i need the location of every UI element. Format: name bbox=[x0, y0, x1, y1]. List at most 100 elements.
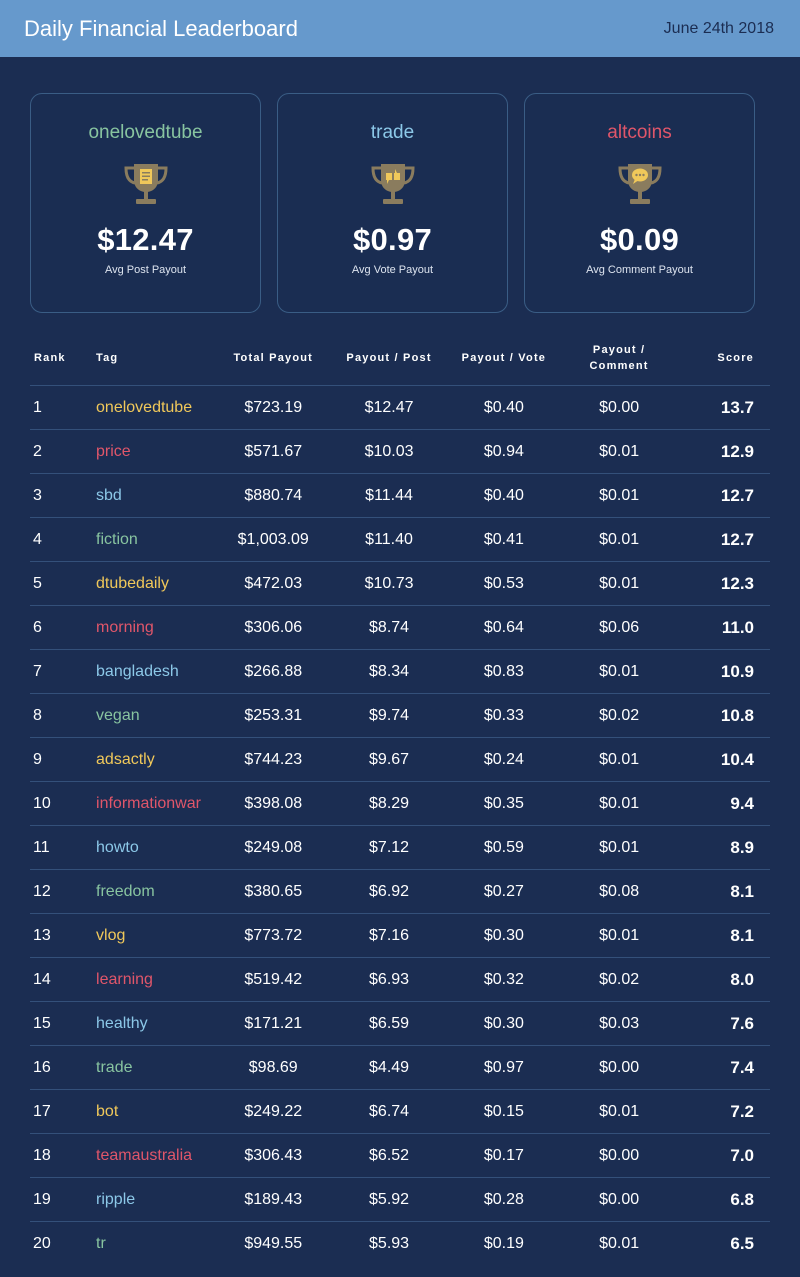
score-cell: 7.6 bbox=[676, 1001, 770, 1046]
rank-cell: 4 bbox=[30, 517, 93, 562]
card-label: Avg Vote Payout bbox=[351, 264, 434, 276]
column-header-payout-per-vote: Payout / Vote bbox=[461, 352, 547, 364]
trophy-thumbs-icon bbox=[370, 164, 415, 204]
table-row: 13 vlog $773.72 $7.16 $0.30 $0.01 8.1 bbox=[30, 913, 770, 958]
payout-per-vote-cell: $0.30 bbox=[446, 913, 562, 958]
total-payout-cell: $723.19 bbox=[214, 385, 332, 430]
payout-per-vote-cell: $0.83 bbox=[446, 649, 562, 694]
tag-cell: adsactly bbox=[92, 737, 215, 782]
score-cell: 12.3 bbox=[676, 561, 770, 606]
payout-per-vote-cell: $0.15 bbox=[446, 1089, 562, 1134]
payout-per-post-cell: $5.93 bbox=[331, 1221, 447, 1265]
score-cell: 10.8 bbox=[676, 693, 770, 738]
table-row: 11 howto $249.08 $7.12 $0.59 $0.01 8.9 bbox=[30, 825, 770, 870]
total-payout-cell: $1,003.09 bbox=[214, 517, 332, 562]
total-payout-cell: $249.08 bbox=[214, 825, 332, 870]
payout-per-vote-cell: $0.59 bbox=[446, 825, 562, 870]
card-best-vote-payout: trade $0.97 Avg Vote Payout bbox=[277, 93, 508, 313]
trophy-comment-icon bbox=[617, 164, 662, 204]
tag-cell: ripple bbox=[92, 1177, 215, 1222]
table-row: 19 ripple $189.43 $5.92 $0.28 $0.00 6.8 bbox=[30, 1177, 770, 1222]
tag-cell: price bbox=[92, 429, 215, 474]
payout-per-comment-cell: $0.01 bbox=[561, 913, 677, 958]
total-payout-cell: $398.08 bbox=[214, 781, 332, 826]
column-header-comment-line-2: Comment bbox=[589, 360, 649, 372]
payout-per-vote-cell: $0.53 bbox=[446, 561, 562, 606]
payout-per-vote-cell: $0.32 bbox=[446, 957, 562, 1002]
card-amount: $0.09 bbox=[599, 222, 680, 257]
total-payout-cell: $380.65 bbox=[214, 869, 332, 914]
payout-per-comment-cell: $0.00 bbox=[561, 1133, 677, 1178]
top-tag-cards: onelovedtube $12.47 Avg Post Payout trad… bbox=[0, 57, 800, 313]
payout-per-vote-cell: $0.94 bbox=[446, 429, 562, 474]
table-row: 16 trade $98.69 $4.49 $0.97 $0.00 7.4 bbox=[30, 1045, 770, 1090]
payout-per-comment-cell: $0.01 bbox=[561, 737, 677, 782]
rank-cell: 12 bbox=[30, 869, 93, 914]
score-cell: 6.5 bbox=[676, 1221, 770, 1265]
payout-per-post-cell: $9.74 bbox=[331, 693, 447, 738]
score-cell: 7.0 bbox=[676, 1133, 770, 1178]
tag-cell: vegan bbox=[92, 693, 215, 738]
table-row: 17 bot $249.22 $6.74 $0.15 $0.01 7.2 bbox=[30, 1089, 770, 1134]
payout-per-vote-cell: $0.40 bbox=[446, 385, 562, 430]
column-header-comment-line-1: Payout / bbox=[592, 344, 646, 356]
table-row: 9 adsactly $744.23 $9.67 $0.24 $0.01 10.4 bbox=[30, 737, 770, 782]
payout-per-post-cell: $8.74 bbox=[331, 605, 447, 650]
total-payout-cell: $949.55 bbox=[214, 1221, 332, 1265]
rank-cell: 15 bbox=[30, 1001, 93, 1046]
total-payout-cell: $773.72 bbox=[214, 913, 332, 958]
payout-per-comment-cell: $0.01 bbox=[561, 781, 677, 826]
rank-cell: 18 bbox=[30, 1133, 93, 1178]
total-payout-cell: $171.21 bbox=[214, 1001, 332, 1046]
payout-per-post-cell: $5.92 bbox=[331, 1177, 447, 1222]
column-header-rank: Rank bbox=[34, 352, 66, 364]
rank-cell: 6 bbox=[30, 605, 93, 650]
total-payout-cell: $880.74 bbox=[214, 473, 332, 518]
score-cell: 11.0 bbox=[676, 605, 770, 650]
tag-cell: tr bbox=[92, 1221, 215, 1265]
total-payout-cell: $266.88 bbox=[214, 649, 332, 694]
tag-cell: vlog bbox=[92, 913, 215, 958]
payout-per-vote-cell: $0.97 bbox=[446, 1045, 562, 1090]
tag-cell: freedom bbox=[92, 869, 215, 914]
score-cell: 9.4 bbox=[676, 781, 770, 826]
rank-cell: 19 bbox=[30, 1177, 93, 1222]
payout-per-post-cell: $4.49 bbox=[331, 1045, 447, 1090]
payout-per-post-cell: $8.29 bbox=[331, 781, 447, 826]
total-payout-cell: $571.67 bbox=[214, 429, 332, 474]
payout-per-post-cell: $12.47 bbox=[331, 385, 447, 430]
rank-cell: 13 bbox=[30, 913, 93, 958]
score-cell: 12.7 bbox=[676, 473, 770, 518]
payout-per-post-cell: $6.59 bbox=[331, 1001, 447, 1046]
score-cell: 12.9 bbox=[676, 429, 770, 474]
rank-cell: 9 bbox=[30, 737, 93, 782]
card-label: Avg Comment Payout bbox=[586, 264, 693, 276]
tag-cell: fiction bbox=[92, 517, 215, 562]
column-header-payout-per-post: Payout / Post bbox=[346, 352, 432, 364]
total-payout-cell: $744.23 bbox=[214, 737, 332, 782]
card-best-post-payout: onelovedtube $12.47 Avg Post Payout bbox=[30, 93, 261, 313]
payout-per-comment-cell: $0.01 bbox=[561, 473, 677, 518]
card-tag: onelovedtube bbox=[88, 122, 203, 143]
tag-cell: informationwar bbox=[92, 781, 215, 826]
table-row: 18 teamaustralia $306.43 $6.52 $0.17 $0.00 7.0 bbox=[30, 1133, 770, 1178]
table-row: 15 healthy $171.21 $6.59 $0.30 $0.03 7.6 bbox=[30, 1001, 770, 1046]
rank-cell: 14 bbox=[30, 957, 93, 1002]
table-row: 12 freedom $380.65 $6.92 $0.27 $0.08 8.1 bbox=[30, 869, 770, 914]
rank-cell: 3 bbox=[30, 473, 93, 518]
page-header: Daily Financial Leaderboard June 24th 20… bbox=[0, 0, 800, 57]
payout-per-post-cell: $6.52 bbox=[331, 1133, 447, 1178]
rank-cell: 16 bbox=[30, 1045, 93, 1090]
tag-cell: onelovedtube bbox=[92, 385, 215, 430]
payout-per-vote-cell: $0.17 bbox=[446, 1133, 562, 1178]
card-label: Avg Post Payout bbox=[104, 264, 187, 276]
tag-cell: sbd bbox=[92, 473, 215, 518]
table-row: 1 onelovedtube $723.19 $12.47 $0.40 $0.00 13.7 bbox=[30, 385, 770, 430]
tag-cell: healthy bbox=[92, 1001, 215, 1046]
table-row: 2 price $571.67 $10.03 $0.94 $0.01 12.9 bbox=[30, 429, 770, 474]
table-row: 8 vegan $253.31 $9.74 $0.33 $0.02 10.8 bbox=[30, 693, 770, 738]
leaderboard-table: Rank Tag Total Payout Payout / Post Payo… bbox=[30, 331, 770, 1265]
table-row: 10 informationwar $398.08 $8.29 $0.35 $0.01 9.… bbox=[30, 781, 770, 826]
table-row: 3 sbd $880.74 $11.44 $0.40 $0.01 12.7 bbox=[30, 473, 770, 518]
score-cell: 12.7 bbox=[676, 517, 770, 562]
